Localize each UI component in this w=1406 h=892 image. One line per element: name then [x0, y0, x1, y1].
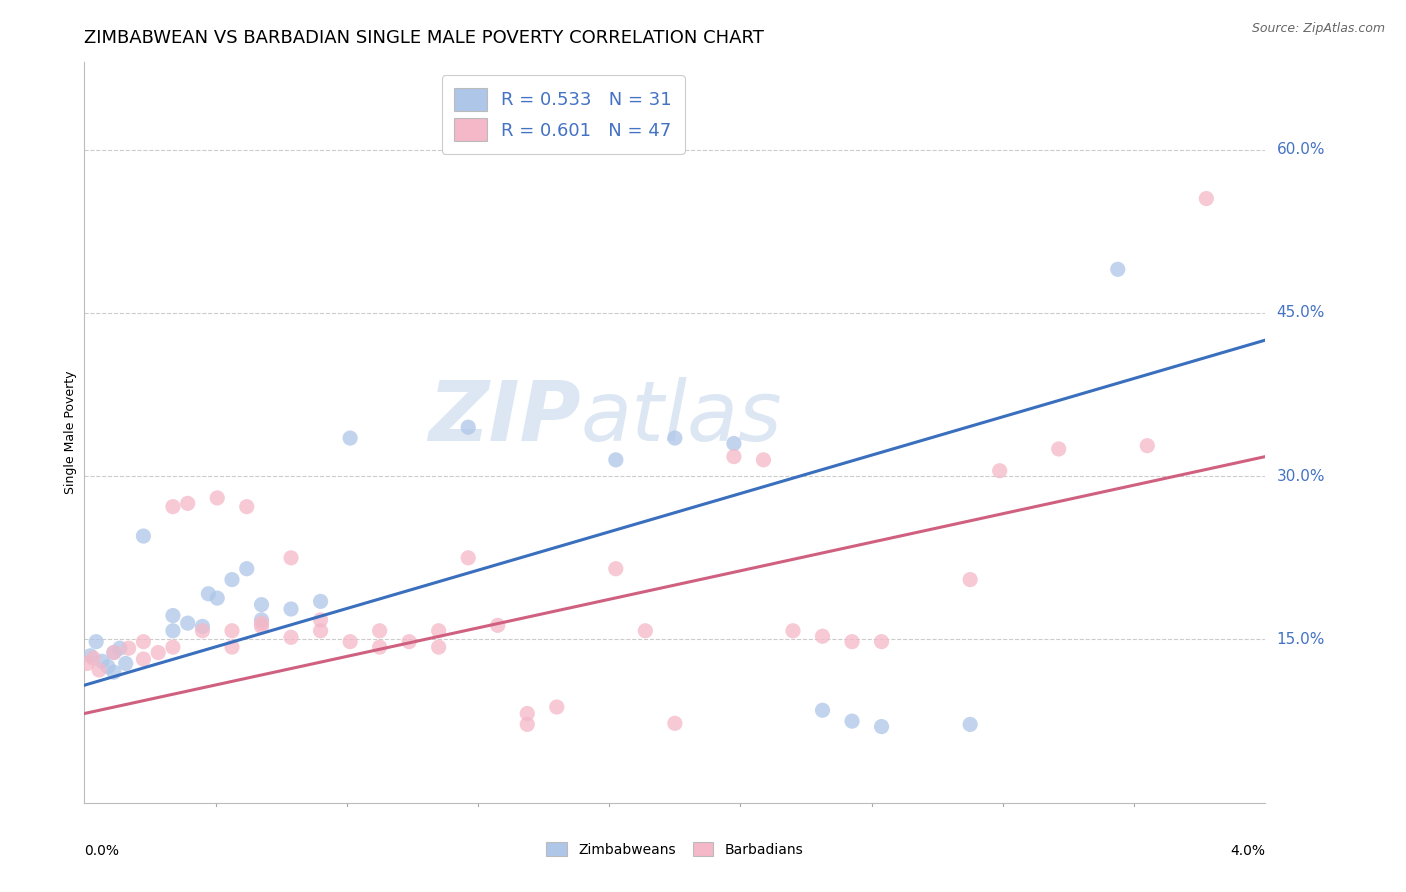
Point — [132, 652, 155, 666]
Legend: Zimbabweans, Barbadians: Zimbabweans, Barbadians — [541, 837, 808, 863]
Point — [207, 491, 229, 505]
Point — [634, 624, 657, 638]
Point — [811, 629, 834, 643]
Point — [309, 624, 332, 638]
Point — [486, 618, 509, 632]
Point — [811, 703, 834, 717]
Point — [148, 646, 170, 660]
Point — [339, 431, 361, 445]
Point — [235, 562, 259, 576]
Text: ZIMBABWEAN VS BARBADIAN SINGLE MALE POVERTY CORRELATION CHART: ZIMBABWEAN VS BARBADIAN SINGLE MALE POVE… — [84, 29, 765, 47]
Point — [959, 573, 981, 587]
Point — [605, 453, 627, 467]
Text: 0.0%: 0.0% — [84, 844, 120, 857]
Point — [605, 562, 627, 576]
Point — [841, 714, 863, 728]
Point — [97, 659, 120, 673]
Point — [221, 640, 243, 654]
Point — [91, 654, 114, 668]
Point — [427, 624, 450, 638]
Point — [250, 598, 273, 612]
Point — [723, 450, 745, 464]
Point — [368, 624, 391, 638]
Point — [132, 529, 155, 543]
Point — [398, 634, 420, 648]
Point — [457, 420, 479, 434]
Point — [782, 624, 804, 638]
Point — [79, 648, 101, 663]
Point — [516, 717, 538, 731]
Point — [235, 500, 259, 514]
Point — [959, 717, 981, 731]
Point — [280, 602, 302, 616]
Point — [870, 720, 893, 734]
Point — [103, 646, 125, 660]
Text: atlas: atlas — [581, 377, 782, 458]
Point — [82, 651, 104, 665]
Point — [103, 646, 125, 660]
Point — [162, 640, 184, 654]
Point — [516, 706, 538, 721]
Y-axis label: Single Male Poverty: Single Male Poverty — [65, 371, 77, 494]
Point — [87, 663, 111, 677]
Point — [1107, 262, 1129, 277]
Point — [103, 665, 125, 680]
Point — [280, 630, 302, 644]
Point — [988, 464, 1011, 478]
Point — [221, 573, 243, 587]
Point — [162, 608, 184, 623]
Text: 60.0%: 60.0% — [1277, 142, 1324, 157]
Point — [723, 436, 745, 450]
Point — [114, 657, 136, 671]
Point — [118, 641, 141, 656]
Point — [221, 624, 243, 638]
Point — [664, 431, 686, 445]
Point — [309, 613, 332, 627]
Point — [1136, 439, 1159, 453]
Point — [84, 634, 107, 648]
Text: 4.0%: 4.0% — [1230, 844, 1265, 857]
Point — [191, 619, 214, 633]
Point — [197, 587, 219, 601]
Text: ZIP: ZIP — [427, 377, 581, 458]
Point — [546, 700, 568, 714]
Point — [1195, 192, 1218, 206]
Point — [162, 500, 184, 514]
Point — [162, 624, 184, 638]
Text: 45.0%: 45.0% — [1277, 305, 1324, 320]
Point — [457, 550, 479, 565]
Point — [177, 496, 200, 510]
Text: 30.0%: 30.0% — [1277, 468, 1324, 483]
Point — [841, 634, 863, 648]
Text: 15.0%: 15.0% — [1277, 632, 1324, 647]
Point — [76, 657, 98, 671]
Point — [108, 641, 131, 656]
Point — [664, 716, 686, 731]
Point — [1047, 442, 1070, 456]
Point — [250, 619, 273, 633]
Point — [752, 453, 775, 467]
Point — [250, 616, 273, 631]
Point — [191, 624, 214, 638]
Point — [132, 634, 155, 648]
Point — [280, 550, 302, 565]
Text: Source: ZipAtlas.com: Source: ZipAtlas.com — [1251, 22, 1385, 36]
Point — [368, 640, 391, 654]
Point — [207, 591, 229, 606]
Point — [339, 634, 361, 648]
Point — [427, 640, 450, 654]
Point — [870, 634, 893, 648]
Point — [177, 616, 200, 631]
Point — [250, 613, 273, 627]
Point — [309, 594, 332, 608]
